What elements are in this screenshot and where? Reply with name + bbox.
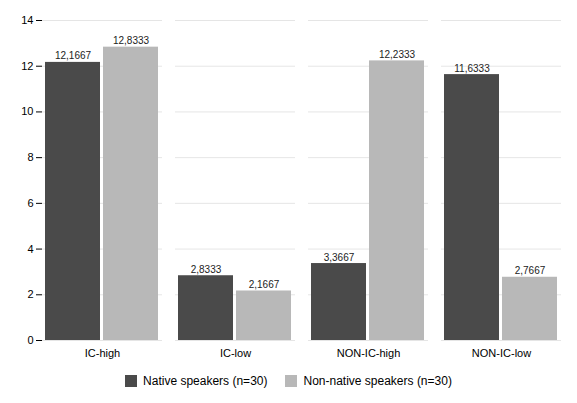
svg-text:14: 14 — [21, 14, 33, 26]
svg-text:NON-IC-high: NON-IC-high — [337, 347, 401, 359]
svg-text:3,3667: 3,3667 — [324, 252, 355, 263]
svg-text:12: 12 — [21, 60, 33, 72]
svg-text:8: 8 — [27, 151, 33, 163]
svg-text:12,8333: 12,8333 — [113, 35, 150, 46]
html-text:Native speakers (n=30): Native speakers (n=30) — [143, 374, 268, 388]
svg-text:10: 10 — [21, 105, 33, 117]
html-text:Non-native speakers (n=30): Non-native speakers (n=30) — [303, 374, 452, 388]
svg-text:11,6333: 11,6333 — [454, 63, 490, 74]
svg-text:2,1667: 2,1667 — [249, 279, 280, 290]
svg-text:NON-IC-low: NON-IC-low — [472, 347, 531, 359]
svg-text:2,8333: 2,8333 — [191, 264, 222, 275]
svg-text:IC-low: IC-low — [220, 347, 251, 359]
svg-text:12,1667: 12,1667 — [55, 50, 92, 61]
svg-text:IC-high: IC-high — [85, 347, 120, 359]
svg-text:4: 4 — [27, 243, 33, 255]
svg-text:0: 0 — [27, 334, 33, 346]
svg-text:2: 2 — [27, 288, 33, 300]
svg-text:12,2333: 12,2333 — [379, 49, 416, 60]
svg-text:2,7667: 2,7667 — [515, 265, 546, 276]
svg-text:6: 6 — [27, 197, 33, 209]
